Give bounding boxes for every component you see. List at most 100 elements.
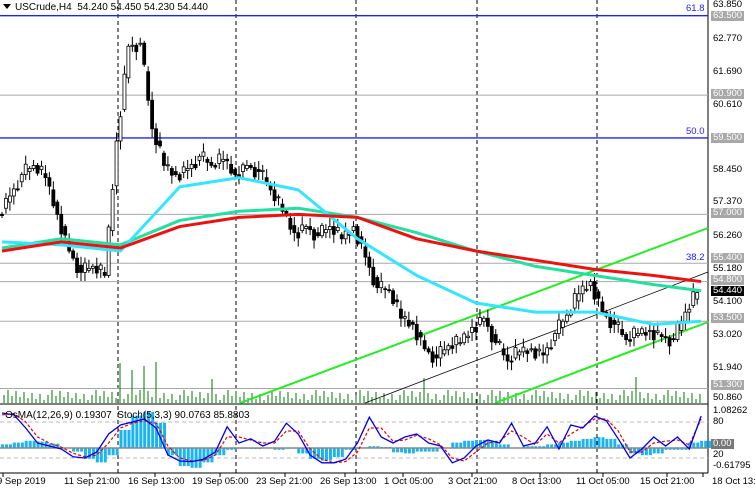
candle-body [150, 99, 155, 130]
osma-bar [569, 440, 573, 448]
osma-bar [376, 446, 380, 448]
time-label: 26 Sep 13:00 [320, 476, 377, 487]
candle-body [94, 265, 99, 274]
osma-bar [704, 440, 708, 448]
candle-body [458, 342, 463, 345]
osma-bar [170, 448, 174, 456]
osma-bar [273, 448, 277, 450]
osma-bar [633, 448, 637, 454]
candle-body [375, 277, 380, 289]
candle-body [620, 329, 625, 335]
candle-body [655, 330, 660, 333]
candle-body [110, 189, 115, 232]
osma-bar [127, 429, 131, 448]
osma-bar [305, 448, 309, 454]
candle-body [529, 348, 534, 351]
candle-body [71, 250, 75, 259]
osma-bar [309, 448, 313, 459]
candle-body [260, 169, 265, 172]
osma-bar [28, 440, 32, 448]
candle-body [43, 173, 48, 179]
candle-body [561, 320, 565, 328]
osma-bar [20, 442, 24, 448]
osma-bar [99, 448, 103, 463]
osma-bar [490, 440, 494, 448]
candle-body [296, 232, 301, 239]
candle-body [122, 73, 127, 110]
osma-bar [230, 448, 234, 450]
osc-max-label: 1.08262 [713, 405, 748, 416]
time-label: 9 Sep 2019 [0, 476, 46, 487]
candle-body [98, 264, 103, 270]
osma-bar [396, 448, 400, 453]
candle-body [154, 128, 158, 146]
price-tick: 61.690 [713, 66, 743, 77]
candle-body [584, 288, 589, 291]
candle-body [663, 336, 668, 338]
osma-bar [281, 448, 285, 450]
fib-label-38-2: 38.2 [686, 252, 705, 263]
candle-body [564, 314, 569, 322]
time-label: 16 Sep 13:00 [128, 476, 185, 487]
candle-body [553, 333, 557, 342]
osma-bar [24, 440, 28, 448]
candle-body [189, 164, 194, 169]
ohlc-values: 54.240 54.450 54.230 54.440 [77, 2, 208, 13]
osma-bar [526, 446, 530, 448]
candle-body [422, 340, 427, 350]
candle-body [667, 337, 672, 347]
osma-bar [435, 448, 439, 452]
candle-body [628, 339, 632, 342]
candle-body [557, 319, 561, 334]
candle-body [442, 349, 447, 355]
candle-body [102, 271, 107, 276]
time-label: 18 Oct 13:00 [712, 476, 755, 487]
osma-bar [368, 446, 372, 448]
osma-bar [111, 448, 115, 456]
candle-body [454, 335, 459, 346]
candle-body [541, 352, 546, 356]
level-label: 55.400 [711, 252, 745, 263]
osma-bar [629, 448, 633, 454]
osma-bar [534, 446, 538, 448]
candle-body [75, 257, 79, 274]
candle-body [225, 158, 230, 162]
candle-body [173, 171, 178, 176]
price-tick: 53.020 [713, 329, 743, 340]
candle-body [83, 262, 87, 273]
candle-body [51, 189, 56, 207]
candle-body [134, 44, 139, 52]
osma-bar [234, 448, 238, 450]
candle-body [391, 290, 395, 304]
osma-bar [95, 448, 99, 463]
candle-body [683, 311, 688, 322]
candle-body [0, 213, 4, 216]
osma-bar [80, 448, 84, 452]
osma-bar [451, 442, 455, 448]
osma-bar [652, 448, 656, 454]
candle-body [493, 334, 498, 344]
candle-body [331, 226, 336, 235]
candle-body [647, 330, 652, 332]
candle-body [47, 177, 52, 187]
candle-body [695, 292, 700, 300]
osma-bar [336, 448, 340, 458]
osma-bar [226, 448, 230, 450]
candle-body [23, 163, 28, 176]
osma-bar [317, 448, 321, 459]
osma-bar [585, 438, 589, 448]
candle-body [580, 285, 585, 295]
candle-body [596, 291, 601, 299]
candle-body [612, 319, 617, 325]
candle-body [217, 153, 222, 164]
candle-body [55, 201, 60, 215]
dropdown-triangle-icon[interactable] [3, 4, 11, 9]
candle-body [624, 334, 628, 341]
level-label: 53.500 [711, 312, 745, 323]
osma-bar [554, 444, 558, 448]
osma-bar [194, 448, 198, 468]
osma-bar [340, 448, 344, 458]
osma-label: OsMA(12,26,9) 0.19307 [5, 410, 112, 421]
